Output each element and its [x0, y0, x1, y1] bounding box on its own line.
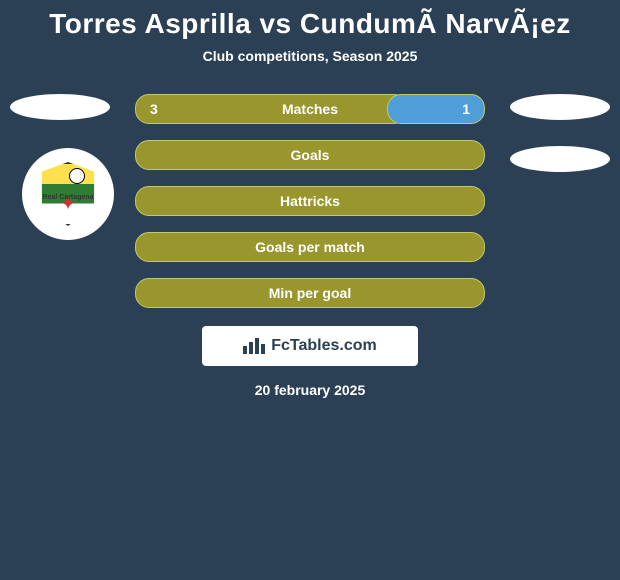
- matches-bar-container: 3 1 Matches: [135, 94, 485, 124]
- hattricks-label: Hattricks: [280, 193, 340, 209]
- goals-label: Goals: [291, 147, 330, 163]
- bar-chart-icon: [243, 338, 265, 354]
- stat-row-matches: 3 1 Matches: [0, 94, 620, 124]
- stat-row-goals: Goals: [0, 140, 620, 170]
- matches-left-value: 3: [150, 101, 158, 117]
- matches-right-value: 1: [462, 101, 470, 117]
- stat-row-hattricks: Hattricks: [0, 186, 620, 216]
- stat-row-mpg: Min per goal: [0, 278, 620, 308]
- gpm-label: Goals per match: [255, 239, 365, 255]
- mpg-label: Min per goal: [269, 285, 351, 301]
- main-container: Torres Asprilla vs CundumÃ NarvÃ¡ez Club…: [0, 0, 620, 398]
- mpg-bar-container: Min per goal: [135, 278, 485, 308]
- matches-bar-left: 3: [135, 94, 408, 124]
- page-subtitle: Club competitions, Season 2025: [0, 48, 620, 64]
- matches-label: Matches: [282, 101, 338, 117]
- hattricks-bar-container: Hattricks: [135, 186, 485, 216]
- goals-bar-container: Goals: [135, 140, 485, 170]
- stats-area: ✦ Real Cartagena 3 1 Matches Goals: [0, 94, 620, 308]
- page-title: Torres Asprilla vs CundumÃ NarvÃ¡ez: [0, 8, 620, 40]
- site-badge[interactable]: FcTables.com: [202, 326, 418, 366]
- matches-bar-right: 1: [387, 94, 485, 124]
- footer-date: 20 february 2025: [0, 382, 620, 398]
- stat-row-gpm: Goals per match: [0, 232, 620, 262]
- site-name: FcTables.com: [271, 337, 377, 355]
- soccer-ball-icon: [69, 168, 85, 184]
- gpm-bar-container: Goals per match: [135, 232, 485, 262]
